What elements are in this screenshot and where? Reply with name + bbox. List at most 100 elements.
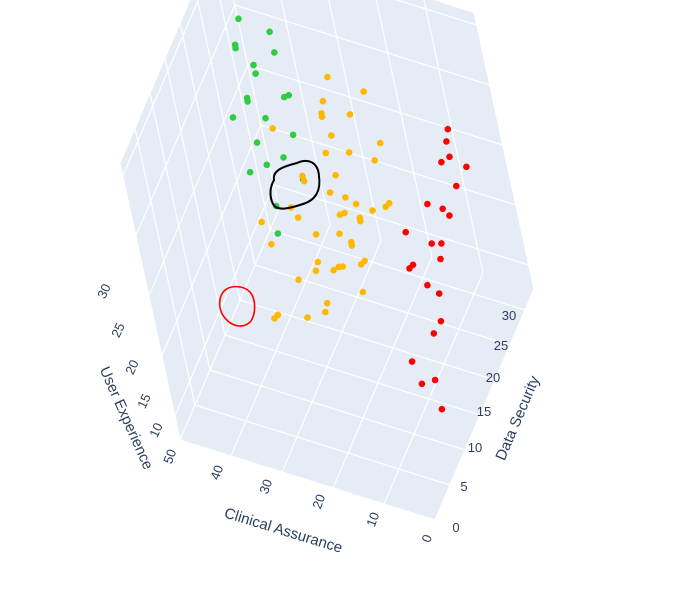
scatter-point (229, 114, 237, 121)
scatter-point (294, 214, 302, 221)
scatter-point (435, 290, 443, 297)
scatter-point (330, 266, 337, 274)
x-gridline (383, 272, 484, 505)
z-tick-label: 10 (146, 420, 166, 439)
z-gridline (273, 184, 529, 266)
scatter-point (263, 161, 271, 169)
annotation-circle-red (218, 285, 256, 327)
z-gridline (247, 64, 503, 146)
scatter-point (262, 114, 269, 122)
scatter-point (231, 41, 239, 49)
y-gridline (179, 439, 436, 521)
scatter-point (437, 255, 444, 263)
scatter-point (357, 261, 365, 268)
axis-panes (120, 0, 534, 520)
back-wall-pane (233, 0, 534, 289)
scatter-point (382, 203, 390, 211)
scatter-point (319, 97, 327, 105)
data-points (229, 15, 470, 413)
scatter-point (269, 125, 277, 132)
y-gridline (179, 23, 241, 301)
z-gridline (234, 4, 490, 86)
scatter-point (345, 149, 353, 156)
x-gridline (473, 12, 535, 290)
x-gridline (434, 288, 535, 521)
scatter-point (346, 111, 354, 118)
scatter-point (430, 330, 438, 337)
scatter-point (437, 317, 445, 325)
x-gridline (281, 240, 382, 473)
scatter-point (438, 240, 445, 247)
scatter-point (253, 139, 261, 146)
z-axis-title: User Experience (96, 364, 157, 472)
z-axis-ticks: 10 15 20 25 30 (94, 281, 166, 439)
scatter-point (359, 288, 367, 296)
scatter-point (324, 73, 331, 81)
y-tick-label: 20 (486, 370, 500, 385)
x-tick-label: 20 (309, 492, 328, 511)
y-gridline (164, 58, 226, 336)
scatter-point (252, 70, 259, 77)
z-gridline (161, 124, 262, 357)
scatter-point (439, 205, 447, 213)
y-gridline (119, 163, 181, 441)
scatter-point (266, 28, 273, 36)
scatter-point (376, 139, 384, 147)
scatter-point (289, 131, 297, 139)
x-axis-ticks: 0 10 20 30 40 50 (160, 447, 435, 544)
x-gridline (332, 256, 433, 489)
z-gridline (174, 184, 275, 417)
x-tick-label: 50 (160, 447, 179, 466)
scatter-point (280, 154, 287, 161)
x-axis-title: Clinical Assurance (222, 505, 344, 557)
z-gridline (122, 0, 199, 177)
scatter-point (371, 157, 379, 164)
scatter-point (328, 132, 335, 139)
scatter-point (271, 49, 278, 56)
scatter-point (280, 93, 288, 101)
y-gridline (239, 299, 496, 381)
y-gridline (134, 128, 196, 406)
x-gridline (375, 0, 433, 258)
scatter-point (424, 281, 431, 289)
scatter-point (418, 380, 426, 388)
scatter-point (463, 163, 470, 171)
scatter-point (431, 376, 439, 384)
y-tick-label: 5 (460, 479, 467, 494)
z-gridline (148, 64, 249, 297)
y-gridline (196, 0, 256, 266)
scatter-point (408, 358, 416, 365)
x-tick-label: 10 (363, 510, 382, 529)
scatter-point (342, 194, 349, 201)
scatter-point (300, 177, 308, 185)
annotation-circle-black (269, 159, 321, 210)
scatter-point (335, 263, 343, 271)
scatter-point (326, 189, 334, 196)
y-gridline (194, 404, 451, 486)
scatter-point (295, 276, 302, 284)
scatter-point (268, 240, 275, 248)
scatter-point (406, 265, 413, 272)
scatter-point (402, 228, 410, 236)
y-tick-label: 30 (502, 308, 516, 323)
scatter-point (314, 258, 322, 266)
scatter-point (299, 172, 306, 180)
y-tick-label: 15 (477, 404, 491, 419)
x-gridline (230, 224, 331, 457)
x-gridline (328, 0, 382, 242)
x-gridline (423, 0, 484, 274)
x-tick-label: 30 (256, 477, 275, 496)
y-gridline (219, 0, 271, 231)
scatter-point (323, 299, 331, 307)
scatter-point (336, 230, 343, 238)
z-gridline (260, 124, 516, 206)
y-axis-title: Data Security (492, 373, 543, 463)
scatter-point (274, 230, 282, 237)
scatter-point (348, 238, 355, 246)
scatter-point (428, 240, 436, 247)
z-gridline (395, 0, 477, 26)
x-tick-label: 0 (418, 532, 435, 544)
scatter-point (235, 15, 242, 23)
floor-pane (180, 209, 534, 520)
